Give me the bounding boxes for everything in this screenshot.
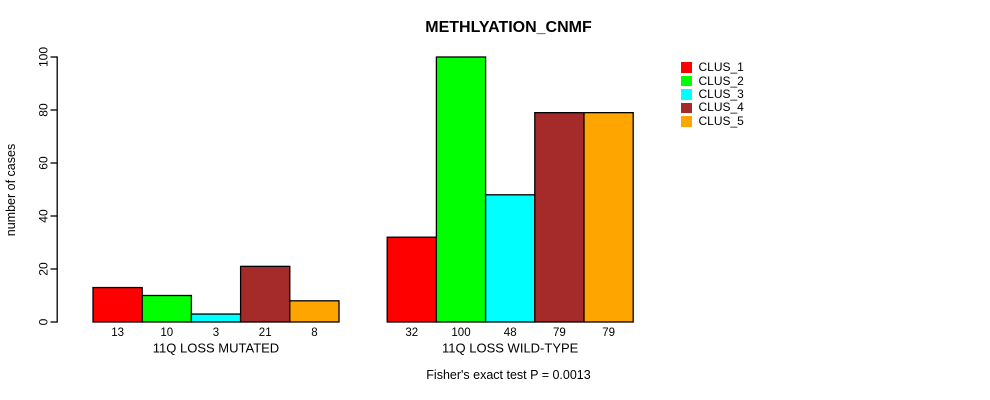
bar-clus_5-group1 [289,300,340,323]
bar-clus_3-group2 [484,194,536,323]
legend-label: CLUS_1 [698,60,744,75]
bar-clus_1-group1 [92,286,143,323]
legend-label: CLUS_2 [698,73,744,88]
legend-label: CLUS_3 [698,86,744,101]
bar-value-label: 48 [504,327,517,339]
bar-value-label: 100 [451,327,470,339]
y-tick-label: 100 [37,47,51,67]
legend-item-clus_1: CLUS_1 [681,61,744,74]
bar-clus_5-group2 [583,112,634,323]
legend-color-swatch [681,116,692,127]
bar-value-label: 3 [213,327,219,339]
bar-clus_4-group2 [534,112,585,323]
group-axis-label: 11Q LOSS MUTATED [153,341,279,356]
bar-clus_1-group2 [386,236,438,323]
legend: CLUS_1 CLUS_2 CLUS_3 CLUS_4 CLUS_5 [681,61,744,128]
chart-title: METHLYATION_CNMF [425,19,592,36]
bar-value-label: 79 [602,327,615,339]
y-tick-label: 40 [37,209,51,223]
y-tick-label: 0 [37,318,51,325]
bar-value-label: 79 [553,327,566,339]
bar-clus_2-group1 [141,294,193,323]
bar-value-label: 10 [160,327,173,339]
legend-color-swatch [681,62,692,73]
bar-value-label: 8 [311,327,317,339]
bar-value-label: 21 [259,327,272,339]
legend-item-clus_2: CLUS_2 [681,74,744,87]
legend-label: CLUS_4 [698,100,744,115]
legend-item-clus_4: CLUS_4 [681,101,744,114]
legend-color-swatch [681,75,692,87]
group-axis-label: 11Q LOSS WILD-TYPE [442,341,579,356]
bar-value-label: 32 [405,327,418,339]
y-tick-label: 80 [37,103,51,117]
legend-color-swatch [681,102,692,114]
legend-label: CLUS_5 [698,113,744,128]
legend-item-clus_5: CLUS_5 [681,113,744,128]
bar-clus_2-group2 [435,56,487,323]
legend-item-clus_3: CLUS_3 [681,86,744,101]
y-tick-label: 20 [37,262,51,276]
legend-color-swatch [681,89,692,100]
bar-clus_3-group1 [190,313,242,323]
y-tick-label: 60 [37,156,51,170]
bar-value-label: 13 [111,327,124,339]
annotation-text: Fisher's exact test P = 0.0013 [426,368,591,382]
bar-clus_4-group1 [239,265,291,323]
